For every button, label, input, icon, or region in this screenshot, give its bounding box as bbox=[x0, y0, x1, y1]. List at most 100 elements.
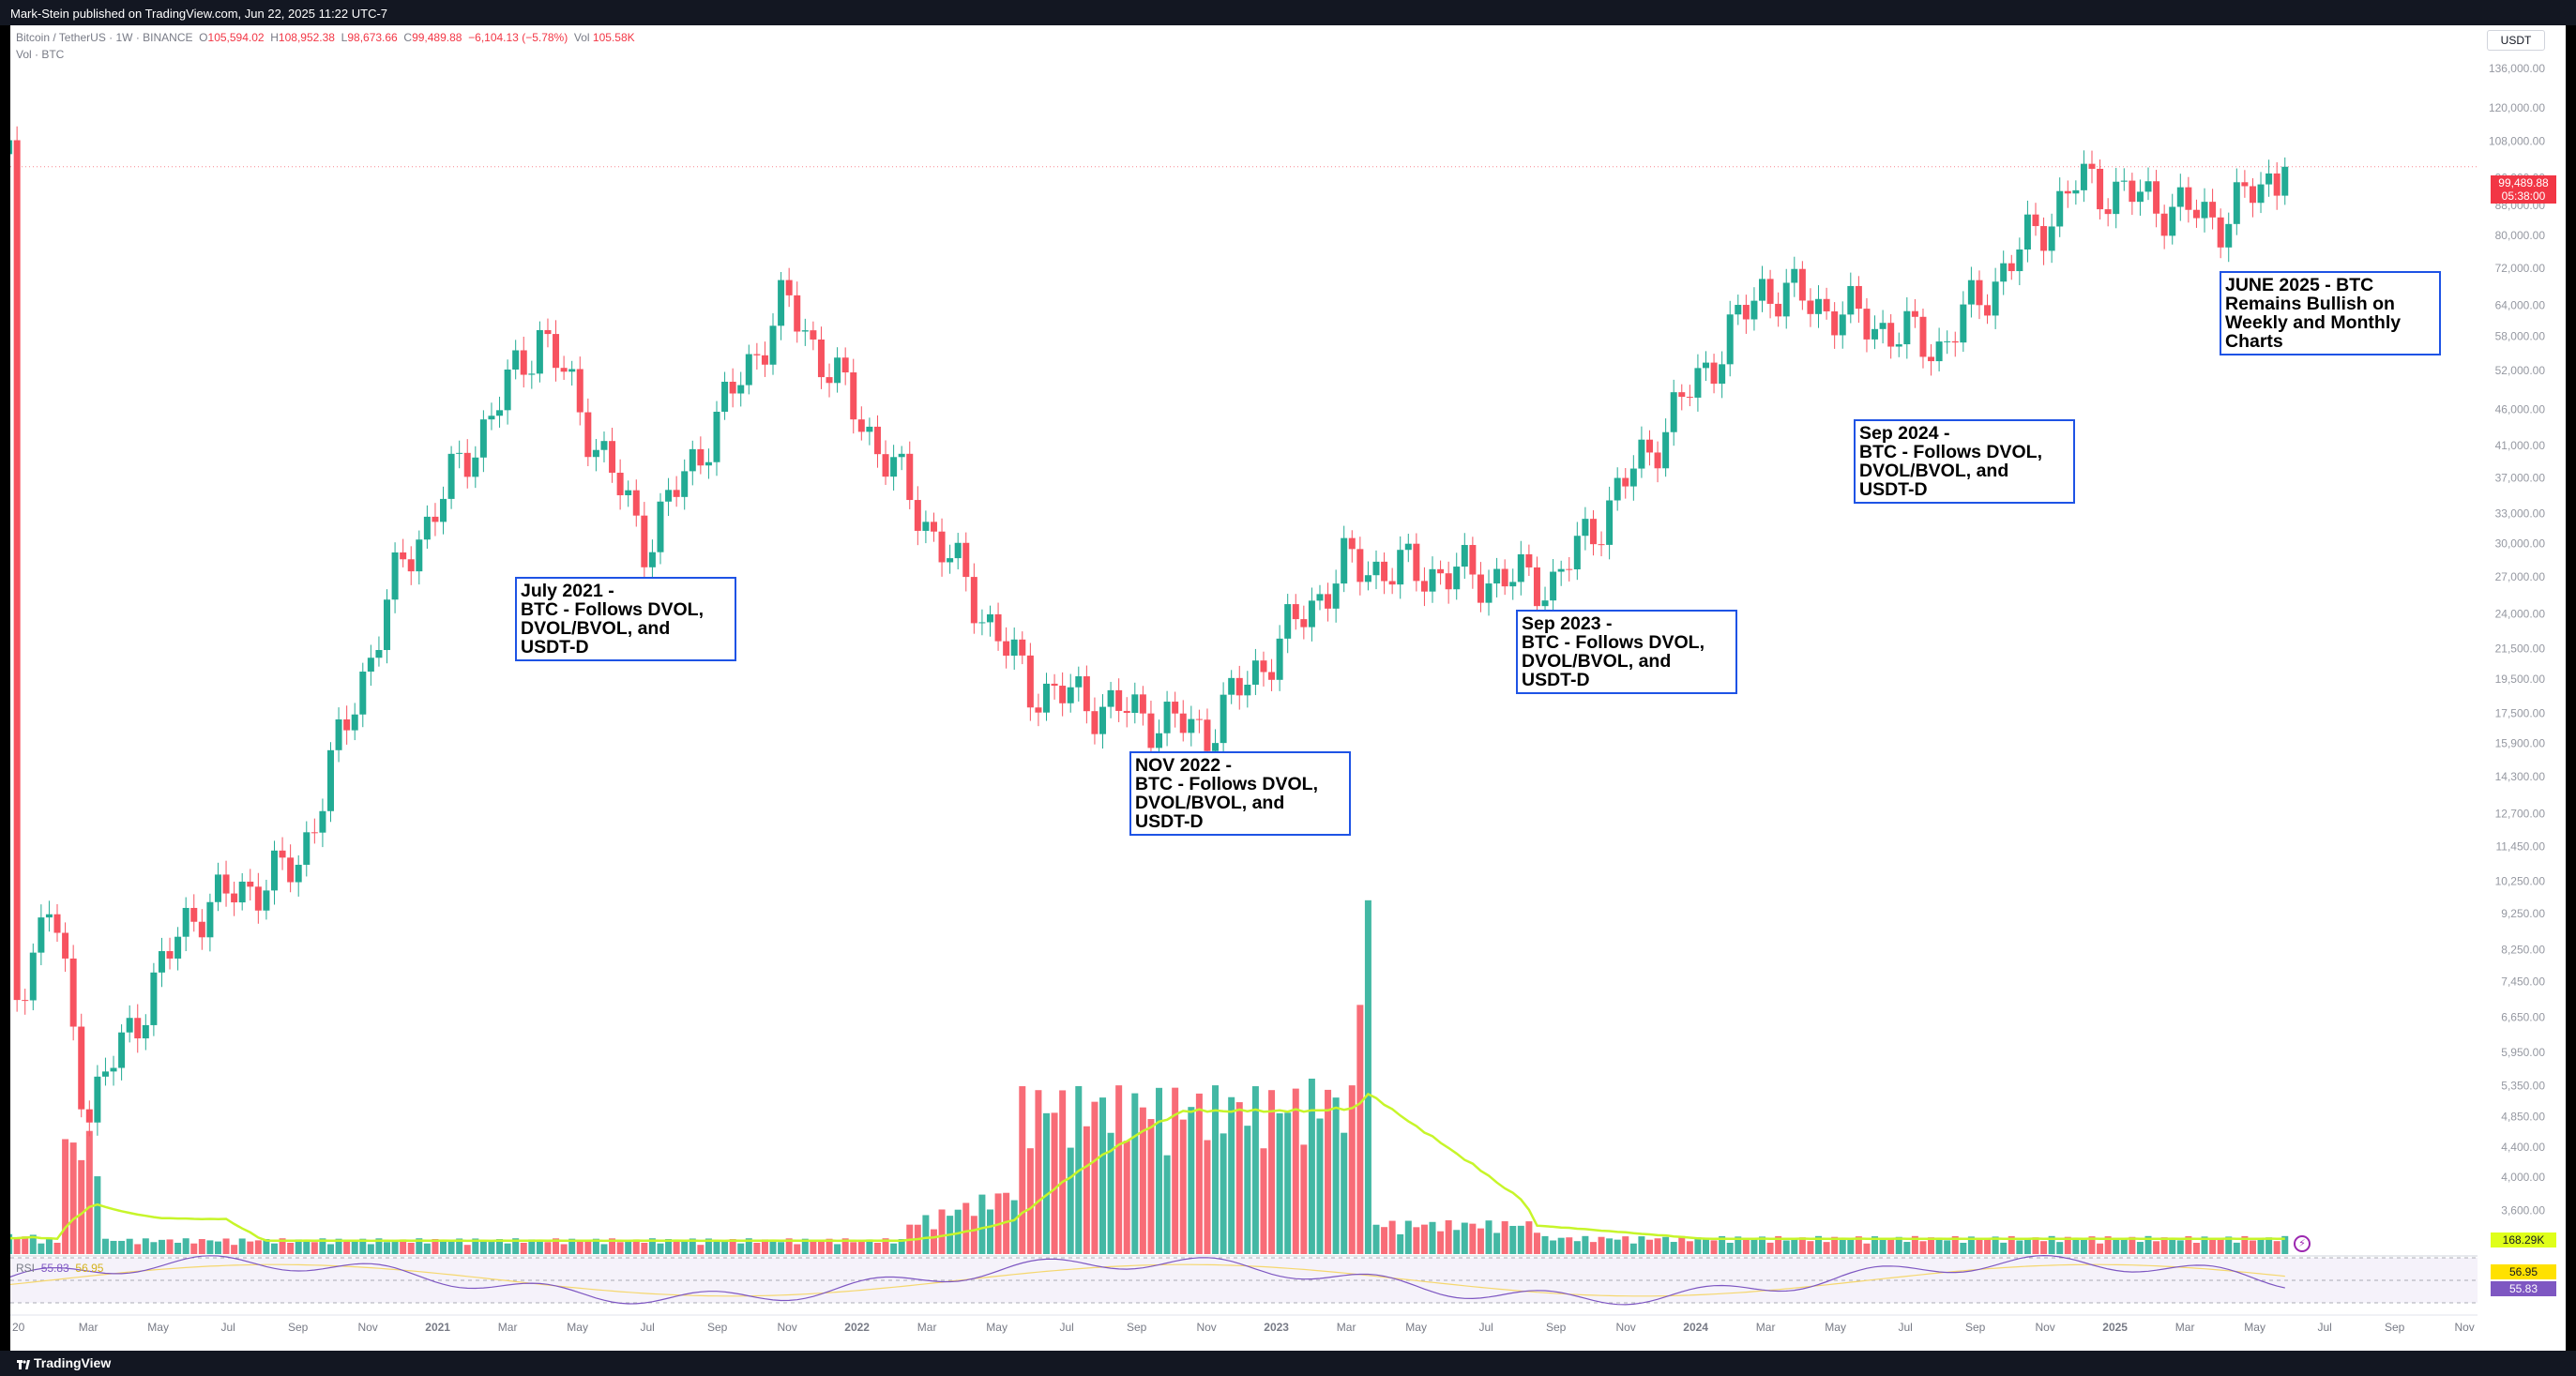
annotation-july-2021[interactable]: July 2021 - BTC - Follows DVOL, DVOL/BVO… bbox=[515, 577, 736, 661]
footer-brand: TradingView bbox=[34, 1355, 112, 1370]
volume-bar bbox=[1710, 1240, 1718, 1254]
volume-bar bbox=[78, 1159, 85, 1254]
annotation-june-2025[interactable]: JUNE 2025 - BTC Remains Bullish on Weekl… bbox=[2220, 271, 2441, 355]
candle-body bbox=[1300, 619, 1308, 628]
candle-body bbox=[1348, 537, 1356, 550]
candle-body bbox=[729, 381, 736, 394]
candle-body bbox=[1606, 500, 1614, 545]
candle-body bbox=[600, 441, 608, 450]
volume-bar bbox=[53, 1242, 61, 1254]
volume-bar bbox=[222, 1238, 230, 1254]
volume-bar bbox=[986, 1209, 993, 1254]
annotation-nov-2022[interactable]: NOV 2022 - BTC - Follows DVOL, DVOL/BVOL… bbox=[1129, 751, 1351, 836]
volume-bar bbox=[2008, 1235, 2015, 1254]
candle-body bbox=[456, 452, 463, 454]
candle-body bbox=[222, 874, 230, 894]
candle-body bbox=[2192, 209, 2200, 219]
volume-bar bbox=[1775, 1235, 1782, 1254]
vol-label: Vol bbox=[573, 31, 590, 44]
candle-body bbox=[2040, 226, 2048, 251]
annotation-sep-2023[interactable]: Sep 2023 - BTC - Follows DVOL, DVOL/BVOL… bbox=[1516, 610, 1737, 694]
volume-bar bbox=[648, 1238, 656, 1254]
candle-body bbox=[1019, 639, 1026, 656]
candle-body bbox=[1550, 571, 1557, 601]
candle-body bbox=[1035, 707, 1042, 713]
volume-bar bbox=[1485, 1220, 1493, 1254]
chart-canvas[interactable]: 136,000.00120,000.00108,000.0096,000.008… bbox=[10, 25, 2566, 1351]
candle-body bbox=[150, 972, 158, 1025]
time-axis-label: Jul bbox=[640, 1321, 654, 1334]
volume-bar bbox=[38, 1243, 45, 1254]
candle-body bbox=[326, 749, 334, 811]
volume-bar bbox=[13, 1237, 21, 1254]
candle-body bbox=[1220, 694, 1227, 744]
chart-frame[interactable]: 136,000.00120,000.00108,000.0096,000.008… bbox=[10, 25, 2566, 1351]
candle-body bbox=[560, 368, 568, 372]
volume-bar bbox=[576, 1240, 583, 1254]
volume-bar bbox=[1042, 1112, 1050, 1254]
candle-body bbox=[78, 1026, 85, 1110]
last-price: 99,489.88 bbox=[2498, 176, 2549, 189]
volume-bar bbox=[769, 1239, 777, 1254]
tradingview-logo-icon bbox=[17, 1360, 30, 1369]
volume-bar bbox=[1461, 1222, 1468, 1254]
candle-body bbox=[1735, 305, 1742, 315]
candle-body bbox=[737, 385, 745, 394]
candle-body bbox=[2104, 209, 2112, 215]
time-axis-label: 2023 bbox=[1264, 1321, 1289, 1334]
volume-bar bbox=[2016, 1240, 2023, 1254]
price-axis-label: 4,850.00 bbox=[2501, 1110, 2545, 1123]
candle-body bbox=[311, 832, 318, 834]
candle-body bbox=[1694, 368, 1702, 398]
volume-bar bbox=[311, 1242, 318, 1254]
volume-bar bbox=[2160, 1237, 2168, 1254]
candle-body bbox=[553, 334, 560, 369]
candle-body bbox=[1051, 683, 1058, 687]
candle-body bbox=[1791, 268, 1798, 283]
time-axis-label: Mar bbox=[2175, 1321, 2195, 1334]
price-axis-label: 33,000.00 bbox=[2495, 507, 2546, 521]
candle-body bbox=[238, 881, 246, 903]
volume-bar bbox=[2209, 1239, 2217, 1254]
volume-bar bbox=[1131, 1093, 1139, 1254]
volume-bar bbox=[1791, 1237, 1798, 1254]
currency-button[interactable]: USDT bbox=[2487, 30, 2545, 51]
candle-body bbox=[1204, 719, 1211, 751]
candle-body bbox=[1629, 468, 1637, 487]
candle-body bbox=[1517, 553, 1524, 582]
candle-body bbox=[1147, 713, 1155, 748]
volume-bar bbox=[1172, 1087, 1179, 1254]
candle-body bbox=[1823, 298, 1830, 311]
candle-body bbox=[22, 1000, 29, 1002]
candle-body bbox=[1798, 268, 1806, 301]
volume-bar bbox=[778, 1242, 785, 1254]
candle-body bbox=[2249, 186, 2256, 204]
volume-bar bbox=[560, 1244, 568, 1254]
volume-bar bbox=[1798, 1237, 1806, 1254]
candle-body bbox=[681, 471, 689, 497]
candle-body bbox=[279, 850, 286, 858]
volume-bar bbox=[85, 1130, 93, 1254]
price-axis-label: 5,350.00 bbox=[2501, 1079, 2545, 1092]
volume-bar bbox=[479, 1241, 487, 1254]
volume-bar bbox=[2249, 1240, 2256, 1254]
lightning-icon[interactable]: ⚡ bbox=[2294, 1235, 2311, 1252]
volume-bar bbox=[1541, 1235, 1549, 1254]
volume-bar bbox=[62, 1139, 69, 1254]
candle-body bbox=[1364, 575, 1371, 582]
volume-bar bbox=[882, 1238, 889, 1254]
candle-body bbox=[1115, 689, 1123, 711]
annotation-sep-2024[interactable]: Sep 2024 - BTC - Follows DVOL, DVOL/BVOL… bbox=[1854, 419, 2075, 504]
candle-body bbox=[745, 354, 752, 386]
candle-body bbox=[1557, 568, 1565, 572]
volume-bar bbox=[1493, 1232, 1501, 1254]
volume-bar bbox=[1372, 1224, 1380, 1254]
volume-bar bbox=[101, 1238, 109, 1254]
volume-bar bbox=[2169, 1237, 2176, 1254]
volume-bar bbox=[1404, 1220, 1412, 1254]
price-axis-label: 24,000.00 bbox=[2495, 607, 2546, 620]
volume-bar bbox=[761, 1239, 768, 1254]
time-axis-label: Nov bbox=[2035, 1321, 2054, 1334]
volume-bar bbox=[1420, 1224, 1428, 1254]
volume-bar bbox=[1517, 1225, 1524, 1254]
